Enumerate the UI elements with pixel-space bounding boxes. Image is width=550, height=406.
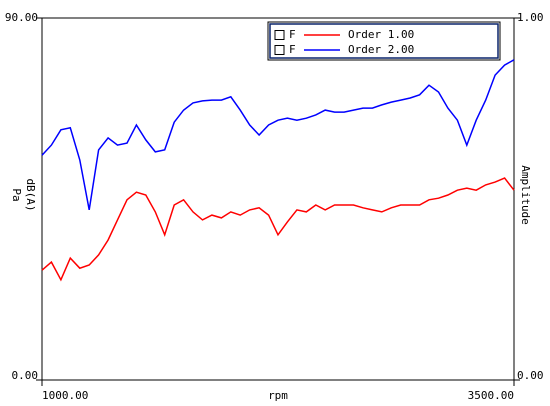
y-axis-label: dB(A) <box>24 178 37 211</box>
legend <box>267 21 501 61</box>
series-line <box>41 59 515 211</box>
x-tick-label: 3500.00 <box>468 389 514 402</box>
legend-checkbox <box>274 45 285 55</box>
y-axis-label: Pa <box>10 188 23 201</box>
x-tick-label: 1000.00 <box>42 389 88 402</box>
y-tick-label: 0.00 <box>12 369 39 382</box>
legend-box-inner <box>269 23 499 59</box>
x-axis-label: rpm <box>268 389 288 402</box>
legend-checkbox <box>274 30 285 40</box>
series-line <box>41 177 515 282</box>
legend-label: Order 2.00 <box>348 43 414 56</box>
plot-frame <box>41 17 515 381</box>
y2-tick-label: 0.00 <box>517 369 544 382</box>
legend-flag: F <box>289 43 296 56</box>
y-tick-label: 90.00 <box>5 11 38 24</box>
legend-label: Order 1.00 <box>348 28 414 41</box>
legend-box <box>267 21 501 61</box>
y2-axis-label: Amplitude <box>519 165 532 225</box>
y2-tick-label: 1.00 <box>517 11 544 24</box>
legend-flag: F <box>289 28 296 41</box>
